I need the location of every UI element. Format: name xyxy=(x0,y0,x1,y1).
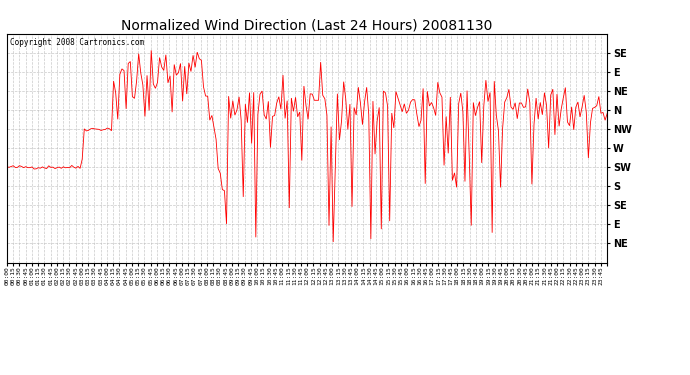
Text: Copyright 2008 Cartronics.com: Copyright 2008 Cartronics.com xyxy=(10,38,144,47)
Title: Normalized Wind Direction (Last 24 Hours) 20081130: Normalized Wind Direction (Last 24 Hours… xyxy=(121,19,493,33)
